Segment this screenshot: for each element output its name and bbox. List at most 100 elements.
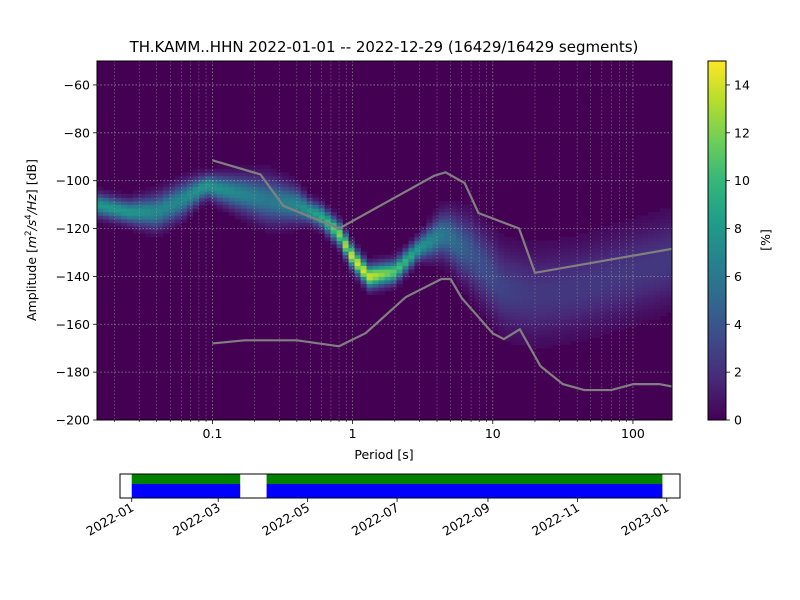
density-cell <box>378 279 385 284</box>
density-cell <box>144 222 152 227</box>
density-cell <box>588 290 595 295</box>
density-cell <box>510 333 517 338</box>
density-cell <box>468 272 475 277</box>
density-cell <box>642 240 649 245</box>
density-cell <box>624 315 631 320</box>
density-cell <box>642 233 649 238</box>
density-cell <box>630 229 637 234</box>
density-cell <box>570 272 577 277</box>
density-cell <box>138 197 146 202</box>
density-cell <box>126 201 134 205</box>
density-cell <box>612 312 619 317</box>
density-cell <box>132 193 140 198</box>
density-cell <box>408 254 415 259</box>
density-cell <box>570 297 577 302</box>
density-cell <box>198 179 206 184</box>
density-cell <box>516 265 523 270</box>
density-cell <box>180 186 188 191</box>
density-cell <box>492 226 499 231</box>
density-cell <box>108 222 116 227</box>
density-cell <box>612 262 619 267</box>
density-cell <box>660 301 667 306</box>
density-cell <box>300 186 308 191</box>
density-cell <box>456 272 463 277</box>
density-cell <box>612 301 619 306</box>
timeline-tick-label: 2023-01 <box>619 500 672 539</box>
density-cell <box>522 330 529 335</box>
density-cell <box>216 165 224 170</box>
density-cell <box>594 283 601 288</box>
density-cell <box>666 269 672 274</box>
density-cell <box>336 236 343 241</box>
density-cell <box>564 240 571 245</box>
density-cell <box>246 211 254 216</box>
density-cell <box>522 290 529 295</box>
density-cell <box>504 247 511 252</box>
density-cell <box>324 215 331 220</box>
density-cell <box>594 333 601 338</box>
density-cell <box>504 290 511 295</box>
density-cell <box>468 229 475 234</box>
density-cell <box>450 211 457 216</box>
density-cell <box>264 208 272 213</box>
density-cell <box>516 323 523 328</box>
timeline-range-bottom <box>131 484 241 498</box>
density-cell <box>612 308 619 313</box>
density-cell <box>582 233 589 238</box>
density-cell <box>258 168 266 173</box>
density-cell <box>564 283 571 288</box>
density-cell <box>570 326 577 331</box>
density-cell <box>180 179 188 184</box>
density-cell <box>444 240 451 245</box>
density-cell <box>636 315 643 320</box>
density-cell <box>270 222 278 227</box>
density-cell <box>408 265 415 270</box>
density-cell <box>660 251 667 256</box>
density-cell <box>516 312 523 317</box>
density-cell <box>486 283 493 288</box>
density-cell <box>156 193 164 198</box>
density-cell <box>522 305 529 310</box>
density-cell <box>162 190 170 195</box>
density-cell <box>264 172 272 177</box>
density-cell <box>654 229 661 234</box>
density-cell <box>450 262 457 267</box>
density-cell <box>630 218 637 223</box>
timeline-tick-label: 2022-05 <box>259 500 312 539</box>
density-cell <box>492 247 499 252</box>
density-cell <box>576 312 583 317</box>
density-cell <box>294 204 302 209</box>
density-cell <box>564 247 571 252</box>
density-cell <box>534 333 541 338</box>
density-cell <box>486 290 493 295</box>
density-cell <box>504 319 511 324</box>
density-cell <box>348 244 355 249</box>
density-cell <box>204 168 212 173</box>
density-cell <box>552 247 559 252</box>
density-cell <box>558 315 565 320</box>
density-cell <box>432 258 439 263</box>
density-cell <box>324 211 331 216</box>
density-cell <box>306 204 314 209</box>
density-cell <box>618 244 625 249</box>
density-cell <box>378 262 385 267</box>
density-cell <box>486 233 493 238</box>
density-cell <box>654 308 661 313</box>
density-cell <box>360 254 367 259</box>
density-cell <box>150 233 158 238</box>
density-cell <box>462 262 469 267</box>
density-cell <box>534 276 541 281</box>
density-cell <box>366 272 373 277</box>
density-cell <box>426 254 433 259</box>
density-cell <box>210 186 218 191</box>
density-cell <box>588 333 595 338</box>
density-cell <box>462 279 469 284</box>
density-cell <box>582 333 589 338</box>
density-cell <box>570 301 577 306</box>
density-cell <box>600 240 607 245</box>
density-cell <box>522 240 529 245</box>
density-cell <box>636 247 643 252</box>
density-cell <box>468 294 475 299</box>
density-cell <box>228 190 236 195</box>
